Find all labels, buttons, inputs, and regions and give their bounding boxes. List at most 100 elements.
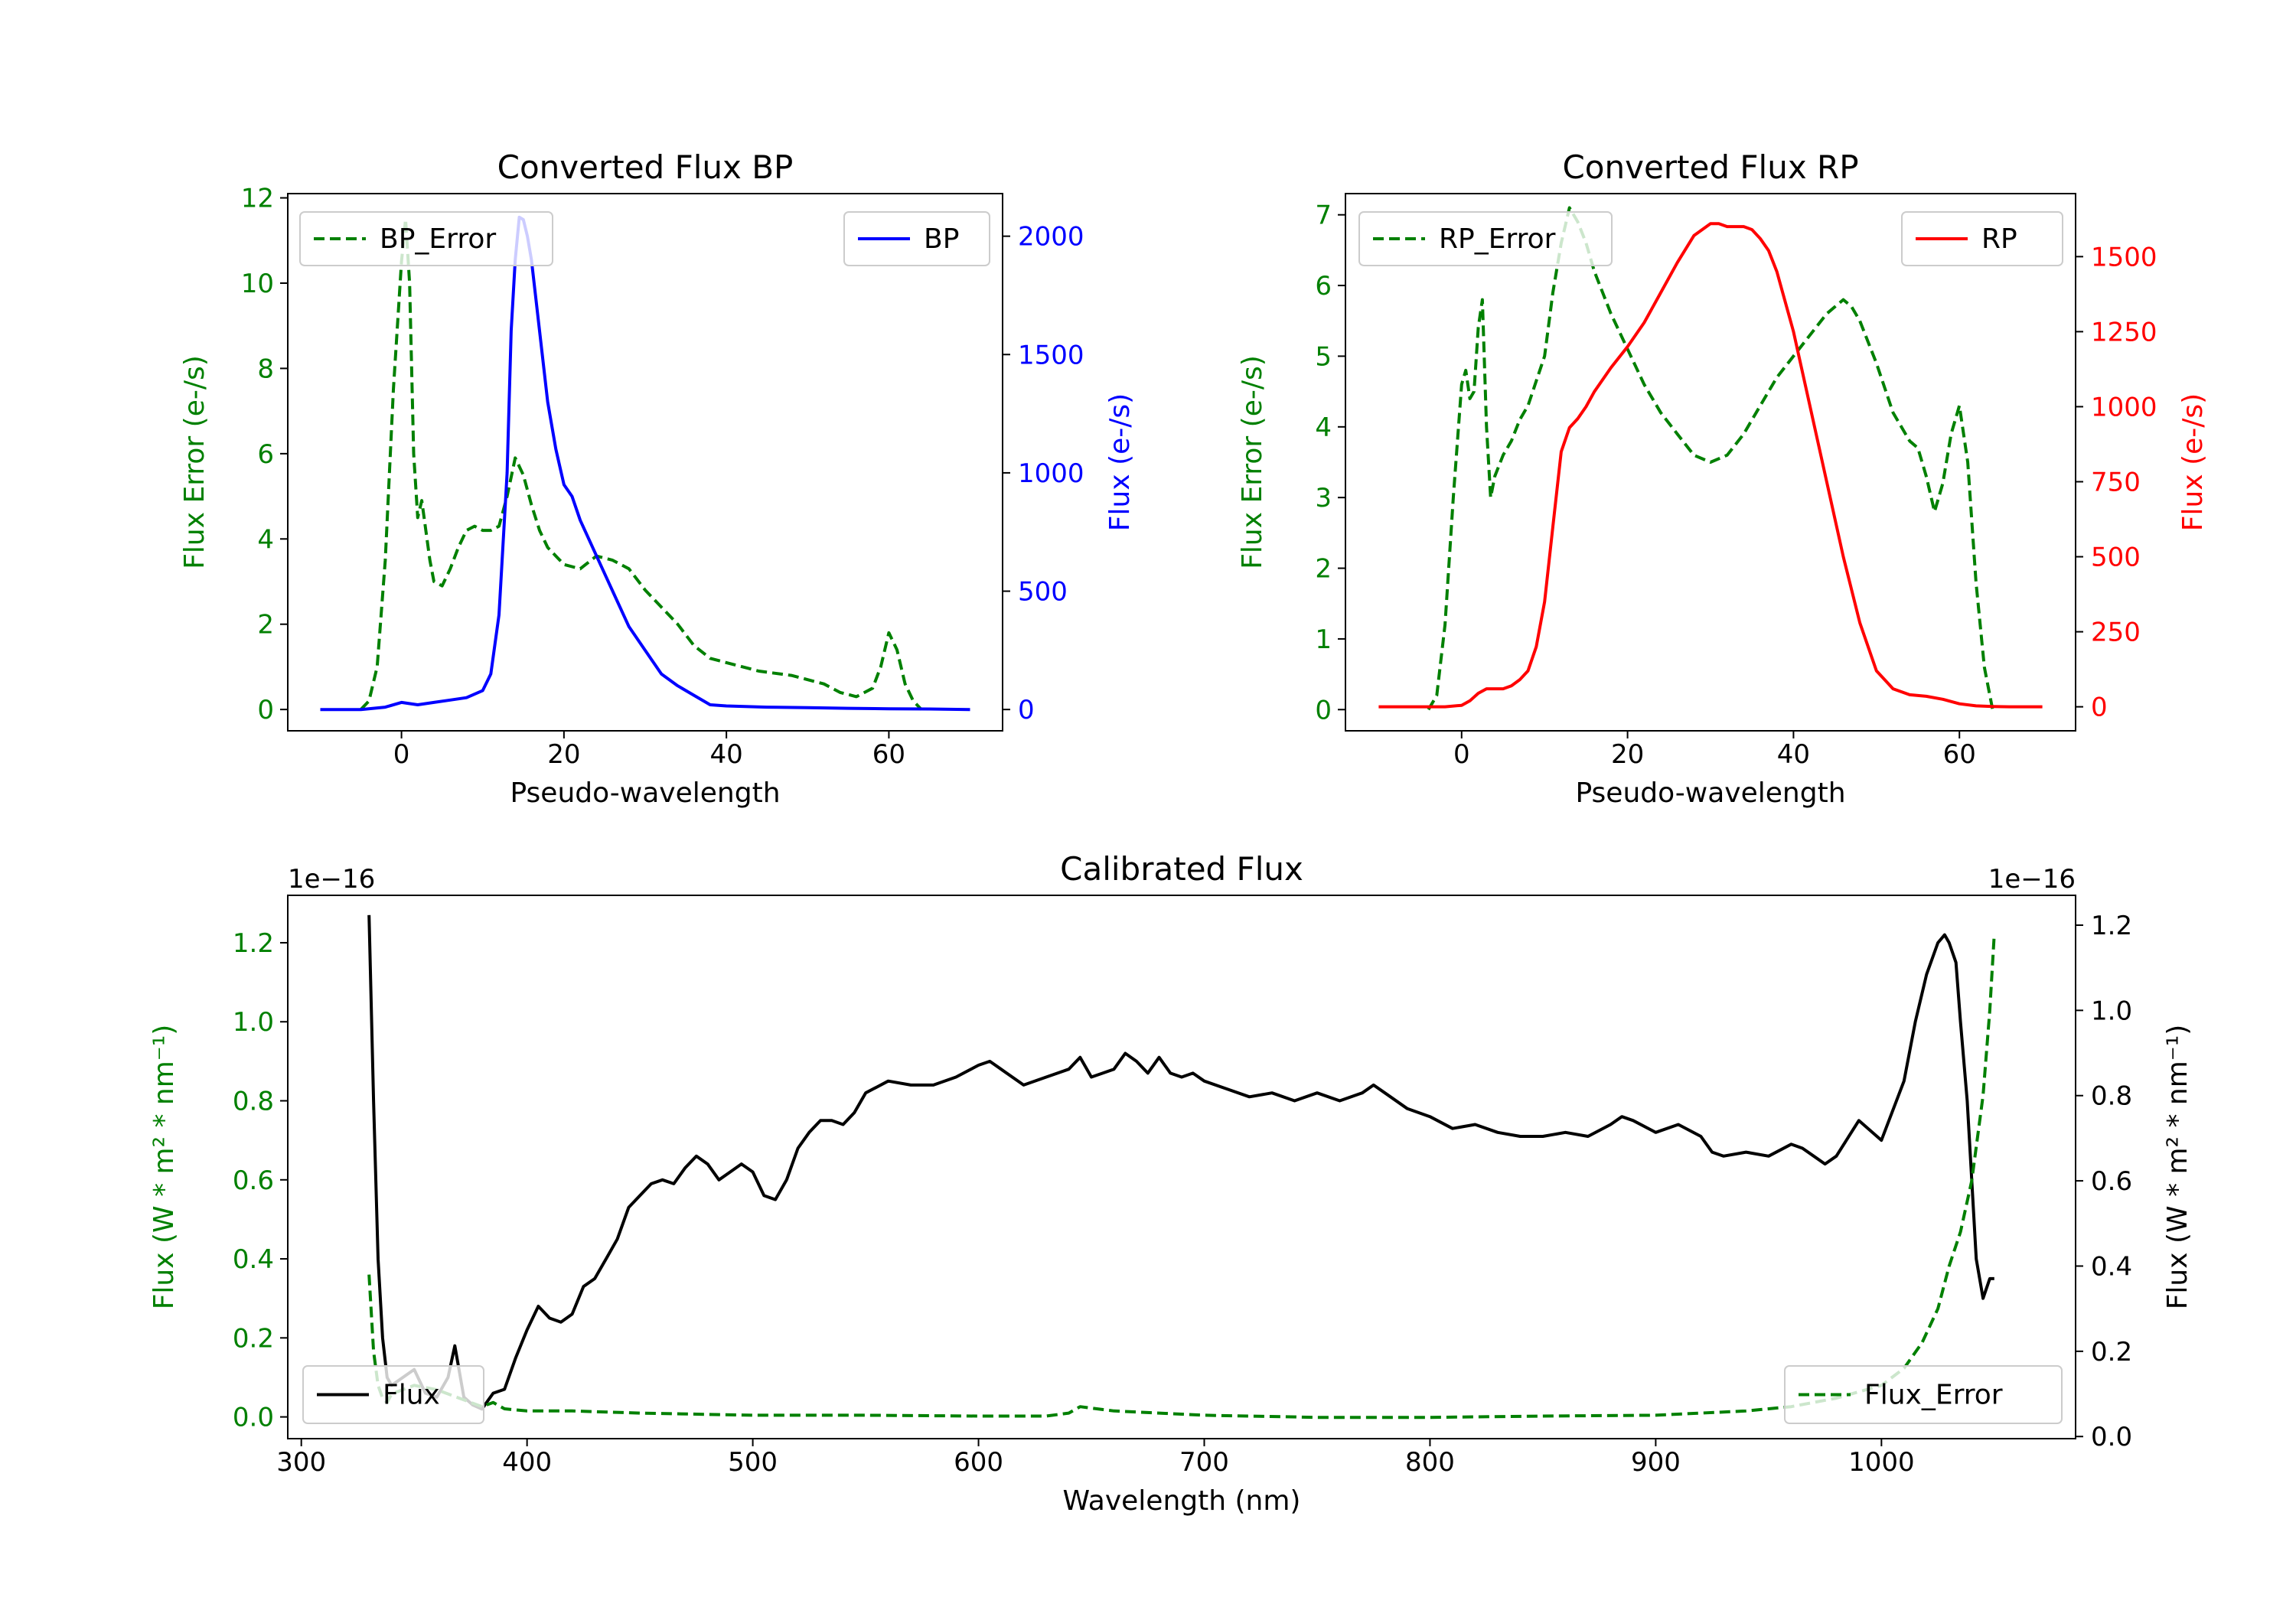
calibrated-xtick-label: 800 <box>1405 1447 1455 1478</box>
bp-ytick-left-label: 2 <box>257 610 274 641</box>
rp-legend-right: RP <box>1901 211 2063 266</box>
rp-legend-box <box>1358 211 1613 266</box>
bp-xtick-label: 0 <box>393 739 410 770</box>
calibrated-ytick-right-label: 0.2 <box>2091 1337 2132 1367</box>
rp-ytick-left-label: 1 <box>1315 624 1332 655</box>
bp-ytick-left-label: 12 <box>241 184 274 214</box>
calibrated-offset-right: 1e−16 <box>1988 864 2076 895</box>
rp-ytick-right-label: 0 <box>2091 693 2108 723</box>
bp-ytick-left-label: 0 <box>257 695 274 725</box>
bp-ytick-right-label: 2000 <box>1018 222 1084 253</box>
calibrated-series-flux <box>367 914 1994 1411</box>
calibrated-ytick-right-label: 1.2 <box>2091 911 2132 941</box>
calibrated-ytick-left-label: 1.2 <box>233 928 274 959</box>
calibrated-ytick-left-label: 0.4 <box>233 1244 274 1275</box>
rp-legend-label: RP_Error <box>1439 223 1556 255</box>
calibrated-xtick-label: 700 <box>1179 1447 1229 1478</box>
calibrated-offset-left: 1e−16 <box>288 864 375 895</box>
bp-title: Converted Flux BP <box>497 148 794 186</box>
rp-ytick-right-label: 1250 <box>2091 317 2157 347</box>
rp-ytick-right-label: 1500 <box>2091 242 2157 272</box>
calibrated-xtick-label: 300 <box>276 1447 326 1478</box>
calibrated-series-flux-error <box>367 933 1996 1420</box>
rp-legend-box <box>1901 211 2063 266</box>
rp-ytick-right-label: 500 <box>2091 543 2141 573</box>
bp-xtick-label: 60 <box>872 739 905 770</box>
rp-series-rp-error <box>1427 206 1994 711</box>
rp-xtick-label: 0 <box>1453 739 1470 770</box>
bp-ytick-left-label: 6 <box>257 439 274 470</box>
rp-ytick-right-label: 1000 <box>2091 392 2157 422</box>
bp-series-bp-error <box>360 217 923 711</box>
rp-ytick-left-label: 6 <box>1315 271 1332 302</box>
calibrated-ytick-left-label: 1.0 <box>233 1007 274 1038</box>
bp-ytick-left-label: 8 <box>257 354 274 384</box>
calibrated-xtick-label: 600 <box>954 1447 1003 1478</box>
rp-ytick-right-label: 750 <box>2091 467 2141 497</box>
bp-legend-box <box>843 211 990 266</box>
bp-legend-right: BP <box>843 211 990 266</box>
rp-ytick-left-label: 5 <box>1315 341 1332 372</box>
calibrated-legend-box <box>302 1365 484 1424</box>
calibrated-legend-label: Flux <box>383 1380 440 1411</box>
bp-ytick-left-label: 4 <box>257 524 274 555</box>
rp-xtick-label: 40 <box>1777 739 1810 770</box>
rp-ylabel-right: Flux (e-/s) <box>2177 393 2209 531</box>
rp-chart: 0 20 40 60 0 1 2 3 4 5 6 7 0 250 500 750 1000 1250 1500 Con… <box>1237 148 2209 809</box>
rp-title: Converted Flux RP <box>1562 148 1858 186</box>
rp-xtick-label: 20 <box>1611 739 1644 770</box>
calibrated-xtick-label: 900 <box>1631 1447 1681 1478</box>
rp-plot-frame <box>1345 193 2076 732</box>
calibrated-xlabel: Wavelength (nm) <box>1063 1485 1301 1517</box>
rp-series-rp <box>1378 222 2043 709</box>
bp-legend-box <box>299 211 553 266</box>
rp-ytick-left-label: 7 <box>1315 200 1332 231</box>
calibrated-xtick-label: 400 <box>502 1447 552 1478</box>
calibrated-ylabel-left: Flux (W * m² * nm⁻¹) <box>148 1025 180 1310</box>
calibrated-ylabel-right: Flux (W * m² * nm⁻¹) <box>2162 1025 2193 1310</box>
calibrated-ytick-left-label: 0.8 <box>233 1087 274 1117</box>
bp-ytick-right-label: 1000 <box>1018 458 1084 489</box>
calibrated-chart: 300 400 500 600 700 800 900 1000 0.0 0.2 0.4 0.6 0.8… <box>148 850 2193 1517</box>
rp-ylabel-left: Flux Error (e-/s) <box>1237 355 1268 569</box>
calibrated-legend-box <box>1784 1365 2063 1424</box>
bp-chart: 0 20 40 60 0 2 4 6 8 10 12 0 500 1000 1500 2000 Converte… <box>179 148 1136 809</box>
bp-legend-label: BP_Error <box>380 223 496 255</box>
calibrated-legend-left: Flux <box>302 1365 484 1424</box>
bp-ylabel-left: Flux Error (e-/s) <box>179 355 210 569</box>
calibrated-legend-right: Flux_Error <box>1784 1365 2063 1424</box>
bp-ytick-left-label: 10 <box>241 269 274 299</box>
bp-ytick-right-label: 1500 <box>1018 340 1084 370</box>
calibrated-ytick-right-label: 0.8 <box>2091 1081 2132 1112</box>
calibrated-ytick-left-label: 0.6 <box>233 1165 274 1196</box>
bp-legend-left: BP_Error <box>299 211 553 266</box>
bp-legend-label: BP <box>924 223 959 255</box>
bp-xtick-label: 40 <box>710 739 743 770</box>
rp-ytick-right-label: 250 <box>2091 618 2141 648</box>
rp-xlabel: Pseudo-wavelength <box>1575 777 1845 809</box>
rp-xtick-label: 60 <box>1943 739 1976 770</box>
bp-xlabel: Pseudo-wavelength <box>510 777 780 809</box>
calibrated-ytick-right-label: 0.0 <box>2091 1422 2132 1452</box>
rp-ytick-left-label: 2 <box>1315 554 1332 585</box>
calibrated-xtick-label: 500 <box>728 1447 778 1478</box>
bp-ytick-right-label: 0 <box>1018 695 1035 725</box>
calibrated-ytick-right-label: 1.0 <box>2091 996 2132 1026</box>
calibrated-xtick-label: 1000 <box>1848 1447 1915 1478</box>
calibrated-ytick-right-label: 0.4 <box>2091 1251 2132 1282</box>
bp-ytick-right-label: 500 <box>1018 577 1068 608</box>
calibrated-ytick-left-label: 0.0 <box>233 1403 274 1433</box>
rp-ytick-left-label: 4 <box>1315 412 1332 443</box>
rp-ytick-left-label: 3 <box>1315 483 1332 513</box>
bp-xtick-label: 20 <box>547 739 580 770</box>
rp-legend-left: RP_Error <box>1358 211 1613 266</box>
bp-ylabel-right: Flux (e-/s) <box>1104 393 1136 531</box>
calibrated-ytick-left-label: 0.2 <box>233 1323 274 1354</box>
bp-plot-frame <box>287 193 1003 732</box>
calibrated-title: Calibrated Flux <box>1060 850 1303 888</box>
rp-ytick-left-label: 0 <box>1315 695 1332 725</box>
bp-series-bp <box>320 215 970 712</box>
calibrated-legend-label: Flux_Error <box>1864 1380 2003 1411</box>
calibrated-ytick-right-label: 0.6 <box>2091 1166 2132 1197</box>
